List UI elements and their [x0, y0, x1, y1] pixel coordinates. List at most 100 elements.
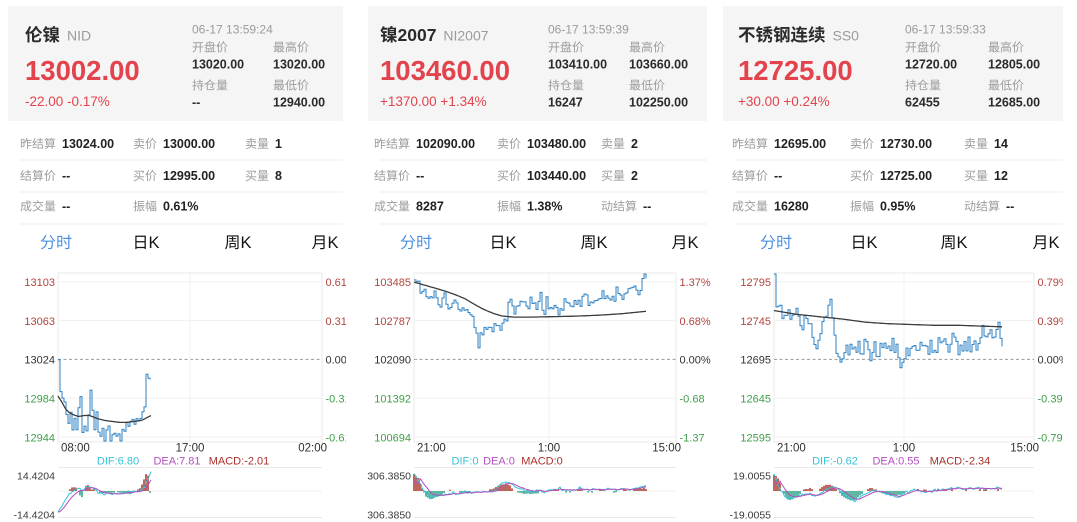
svg-text:02:00: 02:00	[298, 443, 327, 455]
svg-text:101392: 101392	[374, 394, 411, 406]
svg-text:--: --	[62, 169, 70, 183]
svg-text:15:00: 15:00	[652, 443, 681, 455]
svg-text:K: K	[506, 234, 517, 252]
svg-text:--: --	[192, 96, 200, 110]
svg-text:-0.79: -0.79	[1038, 432, 1063, 444]
svg-text:06-17 13:59:33: 06-17 13:59:33	[905, 23, 986, 37]
svg-text:103460.00: 103460.00	[380, 55, 510, 86]
svg-text:DEA:7.81: DEA:7.81	[153, 456, 200, 468]
svg-text:-22.00 -0.17%: -22.00 -0.17%	[25, 94, 110, 109]
svg-text:21:00: 21:00	[777, 443, 806, 455]
svg-text:K: K	[1049, 234, 1060, 252]
svg-text:0.79%: 0.79%	[1038, 277, 1069, 289]
svg-text:SS0: SS0	[833, 28, 860, 44]
svg-text:12940.00: 12940.00	[273, 96, 325, 110]
svg-text:K: K	[149, 234, 160, 252]
svg-text:103660.00: 103660.00	[629, 58, 688, 72]
svg-text:19.0055: 19.0055	[733, 471, 771, 483]
svg-text:NID: NID	[67, 28, 91, 44]
svg-text:K: K	[328, 234, 339, 252]
svg-text:12695: 12695	[740, 355, 771, 367]
svg-text:1.37%: 1.37%	[680, 277, 711, 289]
svg-text:13024.00: 13024.00	[62, 137, 114, 151]
svg-text:1: 1	[275, 137, 282, 151]
svg-text:13103: 13103	[24, 277, 55, 289]
svg-text:NI2007: NI2007	[443, 28, 488, 44]
svg-text:0.31%: 0.31%	[326, 316, 357, 328]
svg-text:12685.00: 12685.00	[988, 96, 1040, 110]
svg-text:306.3850: 306.3850	[367, 510, 411, 522]
svg-text:K: K	[688, 234, 699, 252]
svg-text:12795: 12795	[740, 277, 771, 289]
svg-text:13020.00: 13020.00	[273, 58, 325, 72]
svg-text:0.00%: 0.00%	[326, 355, 357, 367]
svg-text:103440.00: 103440.00	[527, 169, 586, 183]
svg-text:K: K	[597, 234, 608, 252]
svg-text:102787: 102787	[374, 316, 411, 328]
svg-text:0.00%: 0.00%	[1038, 355, 1069, 367]
svg-text:103485: 103485	[374, 277, 411, 289]
svg-text:13002.00: 13002.00	[25, 55, 140, 86]
svg-text:13024: 13024	[24, 355, 55, 367]
svg-text:62455: 62455	[905, 96, 940, 110]
svg-text:+1370.00 +1.34%: +1370.00 +1.34%	[380, 94, 487, 109]
svg-text:13020.00: 13020.00	[192, 58, 244, 72]
svg-text:0.68%: 0.68%	[680, 316, 711, 328]
svg-text:-1.37: -1.37	[680, 432, 705, 444]
svg-text:1.38%: 1.38%	[527, 200, 562, 214]
svg-text:12695.00: 12695.00	[774, 137, 826, 151]
svg-text:1:00: 1:00	[538, 443, 560, 455]
svg-text:K: K	[241, 234, 252, 252]
svg-text:--: --	[643, 200, 651, 214]
svg-text:102090.00: 102090.00	[416, 137, 475, 151]
svg-text:8287: 8287	[416, 200, 444, 214]
svg-text:103410.00: 103410.00	[548, 58, 607, 72]
svg-text:2: 2	[631, 137, 638, 151]
svg-text:100694: 100694	[374, 432, 411, 444]
svg-text:14: 14	[994, 137, 1008, 151]
svg-text:12: 12	[994, 169, 1008, 183]
svg-text:2: 2	[631, 169, 638, 183]
svg-text:DIF:6.80: DIF:6.80	[97, 456, 139, 468]
svg-text:103480.00: 103480.00	[527, 137, 586, 151]
svg-text:15:00: 15:00	[1010, 443, 1039, 455]
svg-text:12725.00: 12725.00	[738, 55, 853, 86]
svg-text:+30.00 +0.24%: +30.00 +0.24%	[738, 94, 830, 109]
svg-text:MACD:-2.34: MACD:-2.34	[930, 456, 991, 468]
svg-text:13000.00: 13000.00	[163, 137, 215, 151]
svg-text:17:00: 17:00	[176, 443, 205, 455]
svg-text:DEA:0.55: DEA:0.55	[872, 456, 919, 468]
svg-text:--: --	[1006, 200, 1014, 214]
svg-text:12805.00: 12805.00	[988, 58, 1040, 72]
svg-text:2007: 2007	[398, 25, 437, 45]
svg-text:DIF:-0.62: DIF:-0.62	[812, 456, 858, 468]
svg-text:-19.0055: -19.0055	[730, 510, 772, 522]
svg-text:12730.00: 12730.00	[880, 137, 932, 151]
svg-text:12944: 12944	[24, 432, 55, 444]
svg-text:16280: 16280	[774, 200, 809, 214]
svg-text:K: K	[867, 234, 878, 252]
svg-text:0.39%: 0.39%	[1038, 316, 1069, 328]
svg-text:12745: 12745	[740, 316, 771, 328]
svg-text:1:00: 1:00	[893, 443, 915, 455]
svg-text:06-17 13:59:24: 06-17 13:59:24	[192, 23, 273, 37]
svg-text:12595: 12595	[740, 432, 771, 444]
svg-text:0.61%: 0.61%	[163, 200, 198, 214]
svg-text:--: --	[774, 169, 782, 183]
svg-text:-0.31%: -0.31%	[326, 394, 361, 406]
svg-text:0.61%: 0.61%	[326, 277, 357, 289]
svg-text:12645: 12645	[740, 394, 771, 406]
svg-text:12725.00: 12725.00	[880, 169, 932, 183]
svg-text:102250.00: 102250.00	[629, 96, 688, 110]
svg-text:-0.68: -0.68	[680, 394, 705, 406]
svg-text:12995.00: 12995.00	[163, 169, 215, 183]
svg-text:DEA:0: DEA:0	[483, 456, 515, 468]
svg-text:8: 8	[275, 169, 282, 183]
svg-text:306.3850: 306.3850	[367, 471, 411, 483]
svg-text:14.4204: 14.4204	[17, 471, 55, 483]
svg-text:13063: 13063	[24, 316, 55, 328]
svg-text:12984: 12984	[24, 394, 55, 406]
svg-text:-0.61%: -0.61%	[326, 432, 361, 444]
svg-text:102090: 102090	[374, 355, 411, 367]
svg-text:DIF:0: DIF:0	[452, 456, 479, 468]
